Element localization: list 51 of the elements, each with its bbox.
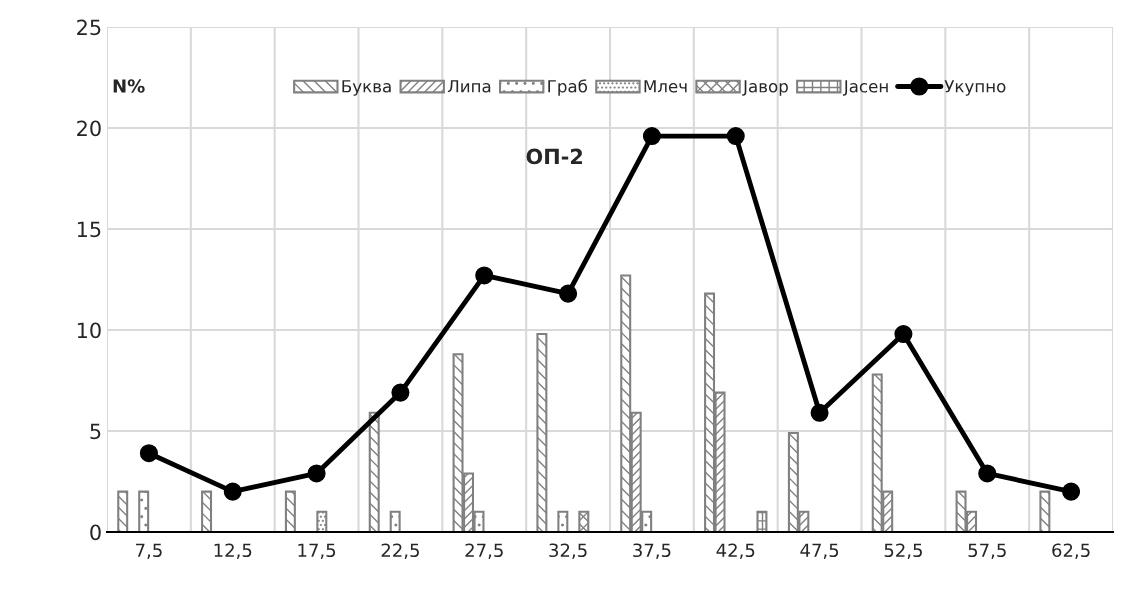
bar (389, 510, 401, 532)
point (559, 284, 578, 303)
legend-label: Јавор (742, 80, 788, 96)
x-tick-label: 7,5 (136, 543, 162, 559)
legend-label: Липа (447, 80, 491, 93)
legend-label: Граб (548, 79, 588, 96)
x-tick-label: 22,5 (381, 543, 419, 559)
bar (536, 333, 548, 532)
x-tick-label: 32,5 (549, 543, 587, 559)
point (810, 403, 829, 422)
x-tick-label: 62,5 (1052, 543, 1090, 559)
x-tick-label: 52,5 (884, 543, 922, 559)
legend-label: Млеч (644, 80, 687, 93)
bar (1039, 490, 1051, 532)
bar (138, 490, 150, 532)
annotation: ОП-2 (526, 148, 582, 165)
y-tick-label: 5 (90, 423, 101, 440)
point (894, 325, 913, 344)
point (391, 383, 410, 402)
bar (578, 510, 590, 532)
x-tick-label: 17,5 (298, 543, 336, 559)
point (1062, 482, 1081, 501)
bar (316, 510, 328, 532)
point (307, 464, 326, 483)
bar (284, 490, 296, 532)
point (223, 482, 242, 501)
point (642, 127, 661, 146)
bar (117, 490, 129, 532)
x-tick-label: 57,5 (968, 543, 1006, 559)
x-tick-label: 12,5 (214, 543, 252, 559)
x-tick-label: 37,5 (633, 543, 671, 559)
y-tick-label: 20 (77, 120, 101, 137)
point (726, 127, 745, 146)
point (978, 464, 997, 483)
x-tick-label: 27,5 (465, 543, 503, 559)
legend-label: Буква (342, 80, 391, 96)
bar (368, 411, 380, 532)
y-tick-label: 0 (90, 524, 101, 541)
legend-label: Јасен (842, 80, 888, 96)
bar (201, 490, 213, 532)
legend-label: Укупно (944, 80, 1006, 96)
x-tick-label: 47,5 (800, 543, 839, 559)
bar (557, 510, 569, 532)
y-tick-label: 25 (77, 19, 101, 36)
y-axis-title: N% (113, 79, 145, 93)
y-tick-label: 15 (77, 221, 101, 238)
bar (756, 510, 768, 532)
point (475, 266, 494, 285)
point (139, 444, 158, 463)
x-tick-label: 42,5 (716, 543, 755, 559)
y-tick-label: 10 (77, 322, 101, 339)
